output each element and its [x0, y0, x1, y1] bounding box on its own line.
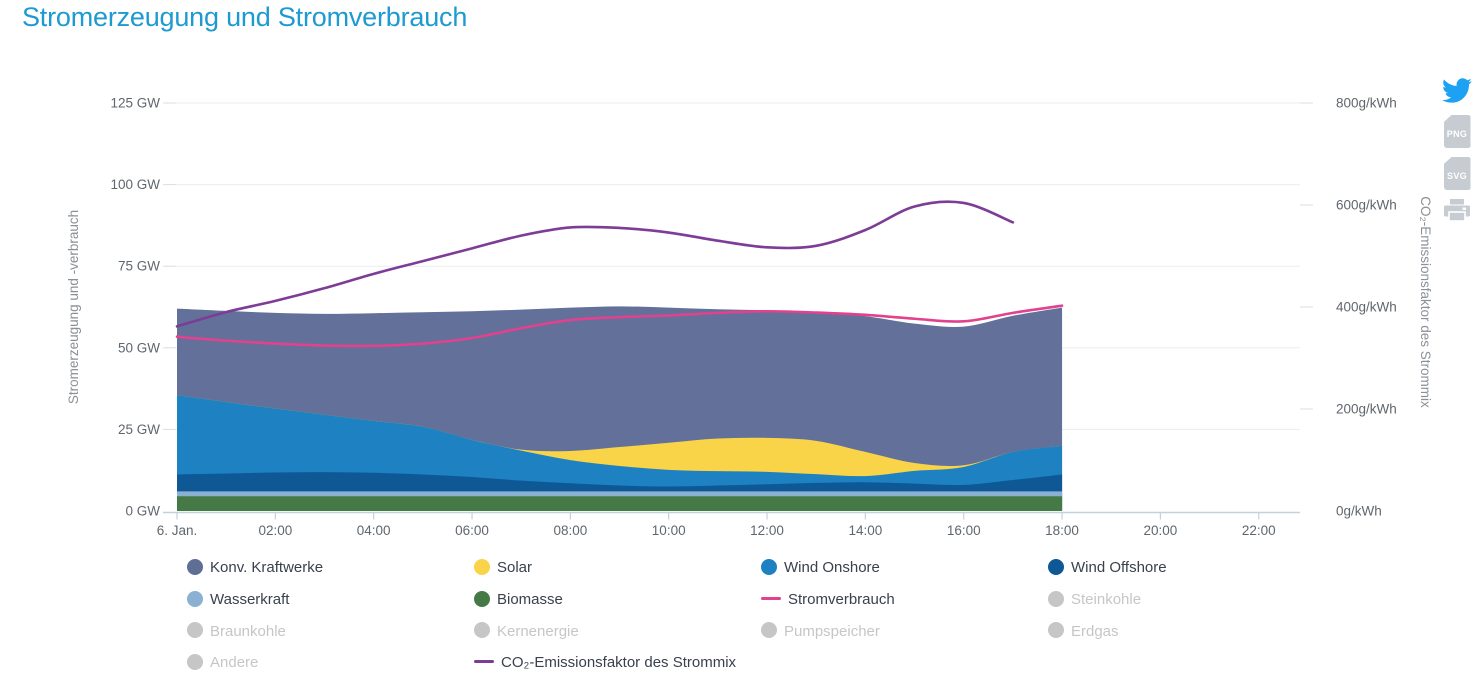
- printer-glyph-icon: [1444, 199, 1470, 222]
- x-axis-line: [163, 511, 1300, 520]
- print-icon[interactable]: [1444, 199, 1470, 225]
- legend-item-pumpspeicher[interactable]: Pumpspeicher: [761, 614, 1048, 646]
- page-title: Stromerzeugung und Stromverbrauch: [22, 2, 468, 32]
- legend-item-steinkohle[interactable]: Steinkohle: [1048, 583, 1335, 615]
- svg-text:08:00: 08:00: [553, 523, 587, 538]
- svg-text:10:00: 10:00: [652, 523, 686, 538]
- download-svg-icon[interactable]: SVG: [1443, 157, 1471, 190]
- svg-text:16:00: 16:00: [947, 523, 981, 538]
- export-toolbar: PNG SVG: [1440, 78, 1474, 225]
- wind-onshore-legend-marker-circle-icon: [761, 558, 777, 575]
- erdgas-legend-label: Erdgas: [1071, 622, 1119, 640]
- svg-text:14:00: 14:00: [848, 523, 882, 538]
- solar-legend-label: Solar: [497, 559, 533, 577]
- png-badge-label: PNG: [1446, 129, 1468, 139]
- svg-text:0g/kWh: 0g/kWh: [1336, 504, 1382, 519]
- svg-text:04:00: 04:00: [357, 523, 391, 538]
- left-axis-labels: 0 GW 25 GW 50 GW 75 GW 100 GW 125 GW: [110, 96, 160, 519]
- stromverbrauch-legend-marker-line-icon: [761, 597, 781, 601]
- legend-item-erdgas[interactable]: Erdgas: [1048, 614, 1335, 646]
- area-biomasse: [177, 496, 1063, 511]
- braunkohle-legend-label: Braunkohle: [210, 622, 286, 640]
- legend-item-wasserkraft[interactable]: Wasserkraft: [187, 583, 474, 615]
- download-png-icon[interactable]: PNG: [1443, 115, 1471, 148]
- svg-text:20:00: 20:00: [1144, 523, 1178, 538]
- legend-item-wind-onshore[interactable]: Wind Onshore: [761, 551, 1048, 583]
- kernenergie-legend-label: Kernenergie: [497, 622, 579, 640]
- svg-text:25 GW: 25 GW: [118, 422, 160, 437]
- braunkohle-legend-marker-circle-icon: [187, 622, 203, 639]
- left-axis-title: Stromerzeugung und -verbrauch: [66, 210, 81, 404]
- svg-text:200g/kWh: 200g/kWh: [1336, 402, 1397, 417]
- legend-item-kernenergie[interactable]: Kernenergie: [474, 614, 761, 646]
- wasserkraft-legend-label: Wasserkraft: [210, 591, 290, 609]
- svg-text:400g/kWh: 400g/kWh: [1336, 300, 1397, 315]
- kernenergie-legend-marker-circle-icon: [474, 622, 490, 639]
- line-co-emissionsfaktor-des-strommix: [175, 200, 1015, 328]
- solar-legend-marker-circle-icon: [474, 558, 490, 575]
- legend-item-braunkohle[interactable]: Braunkohle: [187, 614, 474, 646]
- svg-text:18:00: 18:00: [1045, 523, 1079, 538]
- pumpspeicher-legend-marker-circle-icon: [761, 622, 777, 639]
- x-axis-labels: 6. Jan. 02:00 04:00 06:00 08:00 10:00 12:00 14:…: [157, 523, 1276, 538]
- svg-text:50 GW: 50 GW: [118, 340, 160, 355]
- stromverbrauch-legend-label: Stromverbrauch: [788, 591, 895, 609]
- svg-text:100 GW: 100 GW: [110, 177, 160, 192]
- svg-text:02:00: 02:00: [258, 523, 292, 538]
- svg-text:0 GW: 0 GW: [125, 504, 160, 519]
- line-stromverbrauch: [175, 304, 1064, 348]
- svg-text:22:00: 22:00: [1242, 523, 1276, 538]
- wind-onshore-legend-label: Wind Onshore: [784, 559, 880, 577]
- svg-text:600g/kWh: 600g/kWh: [1336, 198, 1397, 213]
- right-axis-title: CO₂-Emissionsfaktor des Strommix: [1418, 196, 1433, 408]
- biomasse-legend-marker-circle-icon: [474, 590, 490, 607]
- svg-badge-label: SVG: [1447, 171, 1467, 181]
- legend-item-andere[interactable]: Andere: [187, 646, 474, 678]
- chart-legend: Konv. Kraftwerke Solar Wind Onshore Wind Of…: [187, 551, 1335, 678]
- steinkohle-legend-label: Steinkohle: [1071, 591, 1142, 609]
- stacked-areas: [177, 306, 1063, 511]
- line-series: [175, 200, 1064, 348]
- andere-legend-marker-circle-icon: [187, 653, 203, 670]
- wind-offshore-legend-marker-circle-icon: [1048, 558, 1064, 575]
- svg-text:125 GW: 125 GW: [110, 96, 160, 111]
- twitter-bird-icon: [1442, 78, 1472, 103]
- co-emissionsfaktor-des-strommix-legend-label: CO₂-Emissionsfaktor des Strommix: [501, 654, 737, 672]
- legend-item-solar[interactable]: Solar: [474, 551, 761, 583]
- erdgas-legend-marker-circle-icon: [1048, 622, 1064, 639]
- andere-legend-label: Andere: [210, 654, 259, 672]
- legend-item-wind-offshore[interactable]: Wind Offshore: [1048, 551, 1335, 583]
- konv-kraftwerke-legend-marker-circle-icon: [187, 558, 203, 575]
- konv-kraftwerke-legend-label: Konv. Kraftwerke: [210, 559, 324, 577]
- chart-plot-area[interactable]: 0 GW 25 GW 50 GW 75 GW 100 GW 125 GW 0g/kWh 200…: [0, 0, 1483, 548]
- legend-item-co-emissionsfaktor-des-strommix[interactable]: CO₂-Emissionsfaktor des Strommix: [474, 646, 761, 678]
- biomasse-legend-label: Biomasse: [497, 591, 563, 609]
- co-emissionsfaktor-des-strommix-legend-marker-line-icon: [474, 660, 494, 664]
- wind-offshore-legend-label: Wind Offshore: [1071, 559, 1167, 577]
- svg-text:800g/kWh: 800g/kWh: [1336, 96, 1397, 111]
- wasserkraft-legend-marker-circle-icon: [187, 590, 203, 607]
- svg-text:6. Jan.: 6. Jan.: [157, 523, 198, 538]
- legend-item-konv-kraftwerke[interactable]: Konv. Kraftwerke: [187, 551, 474, 583]
- pumpspeicher-legend-label: Pumpspeicher: [784, 622, 880, 640]
- steinkohle-legend-marker-circle-icon: [1048, 590, 1064, 607]
- svg-text:12:00: 12:00: [750, 523, 784, 538]
- twitter-share-icon[interactable]: [1442, 78, 1472, 106]
- svg-text:75 GW: 75 GW: [118, 259, 160, 274]
- legend-item-biomasse[interactable]: Biomasse: [474, 583, 761, 615]
- legend-item-stromverbrauch[interactable]: Stromverbrauch: [761, 583, 1048, 615]
- right-axis-labels: 0g/kWh 200g/kWh 400g/kWh 600g/kWh 800g/kWh: [1336, 96, 1397, 519]
- svg-text:06:00: 06:00: [455, 523, 489, 538]
